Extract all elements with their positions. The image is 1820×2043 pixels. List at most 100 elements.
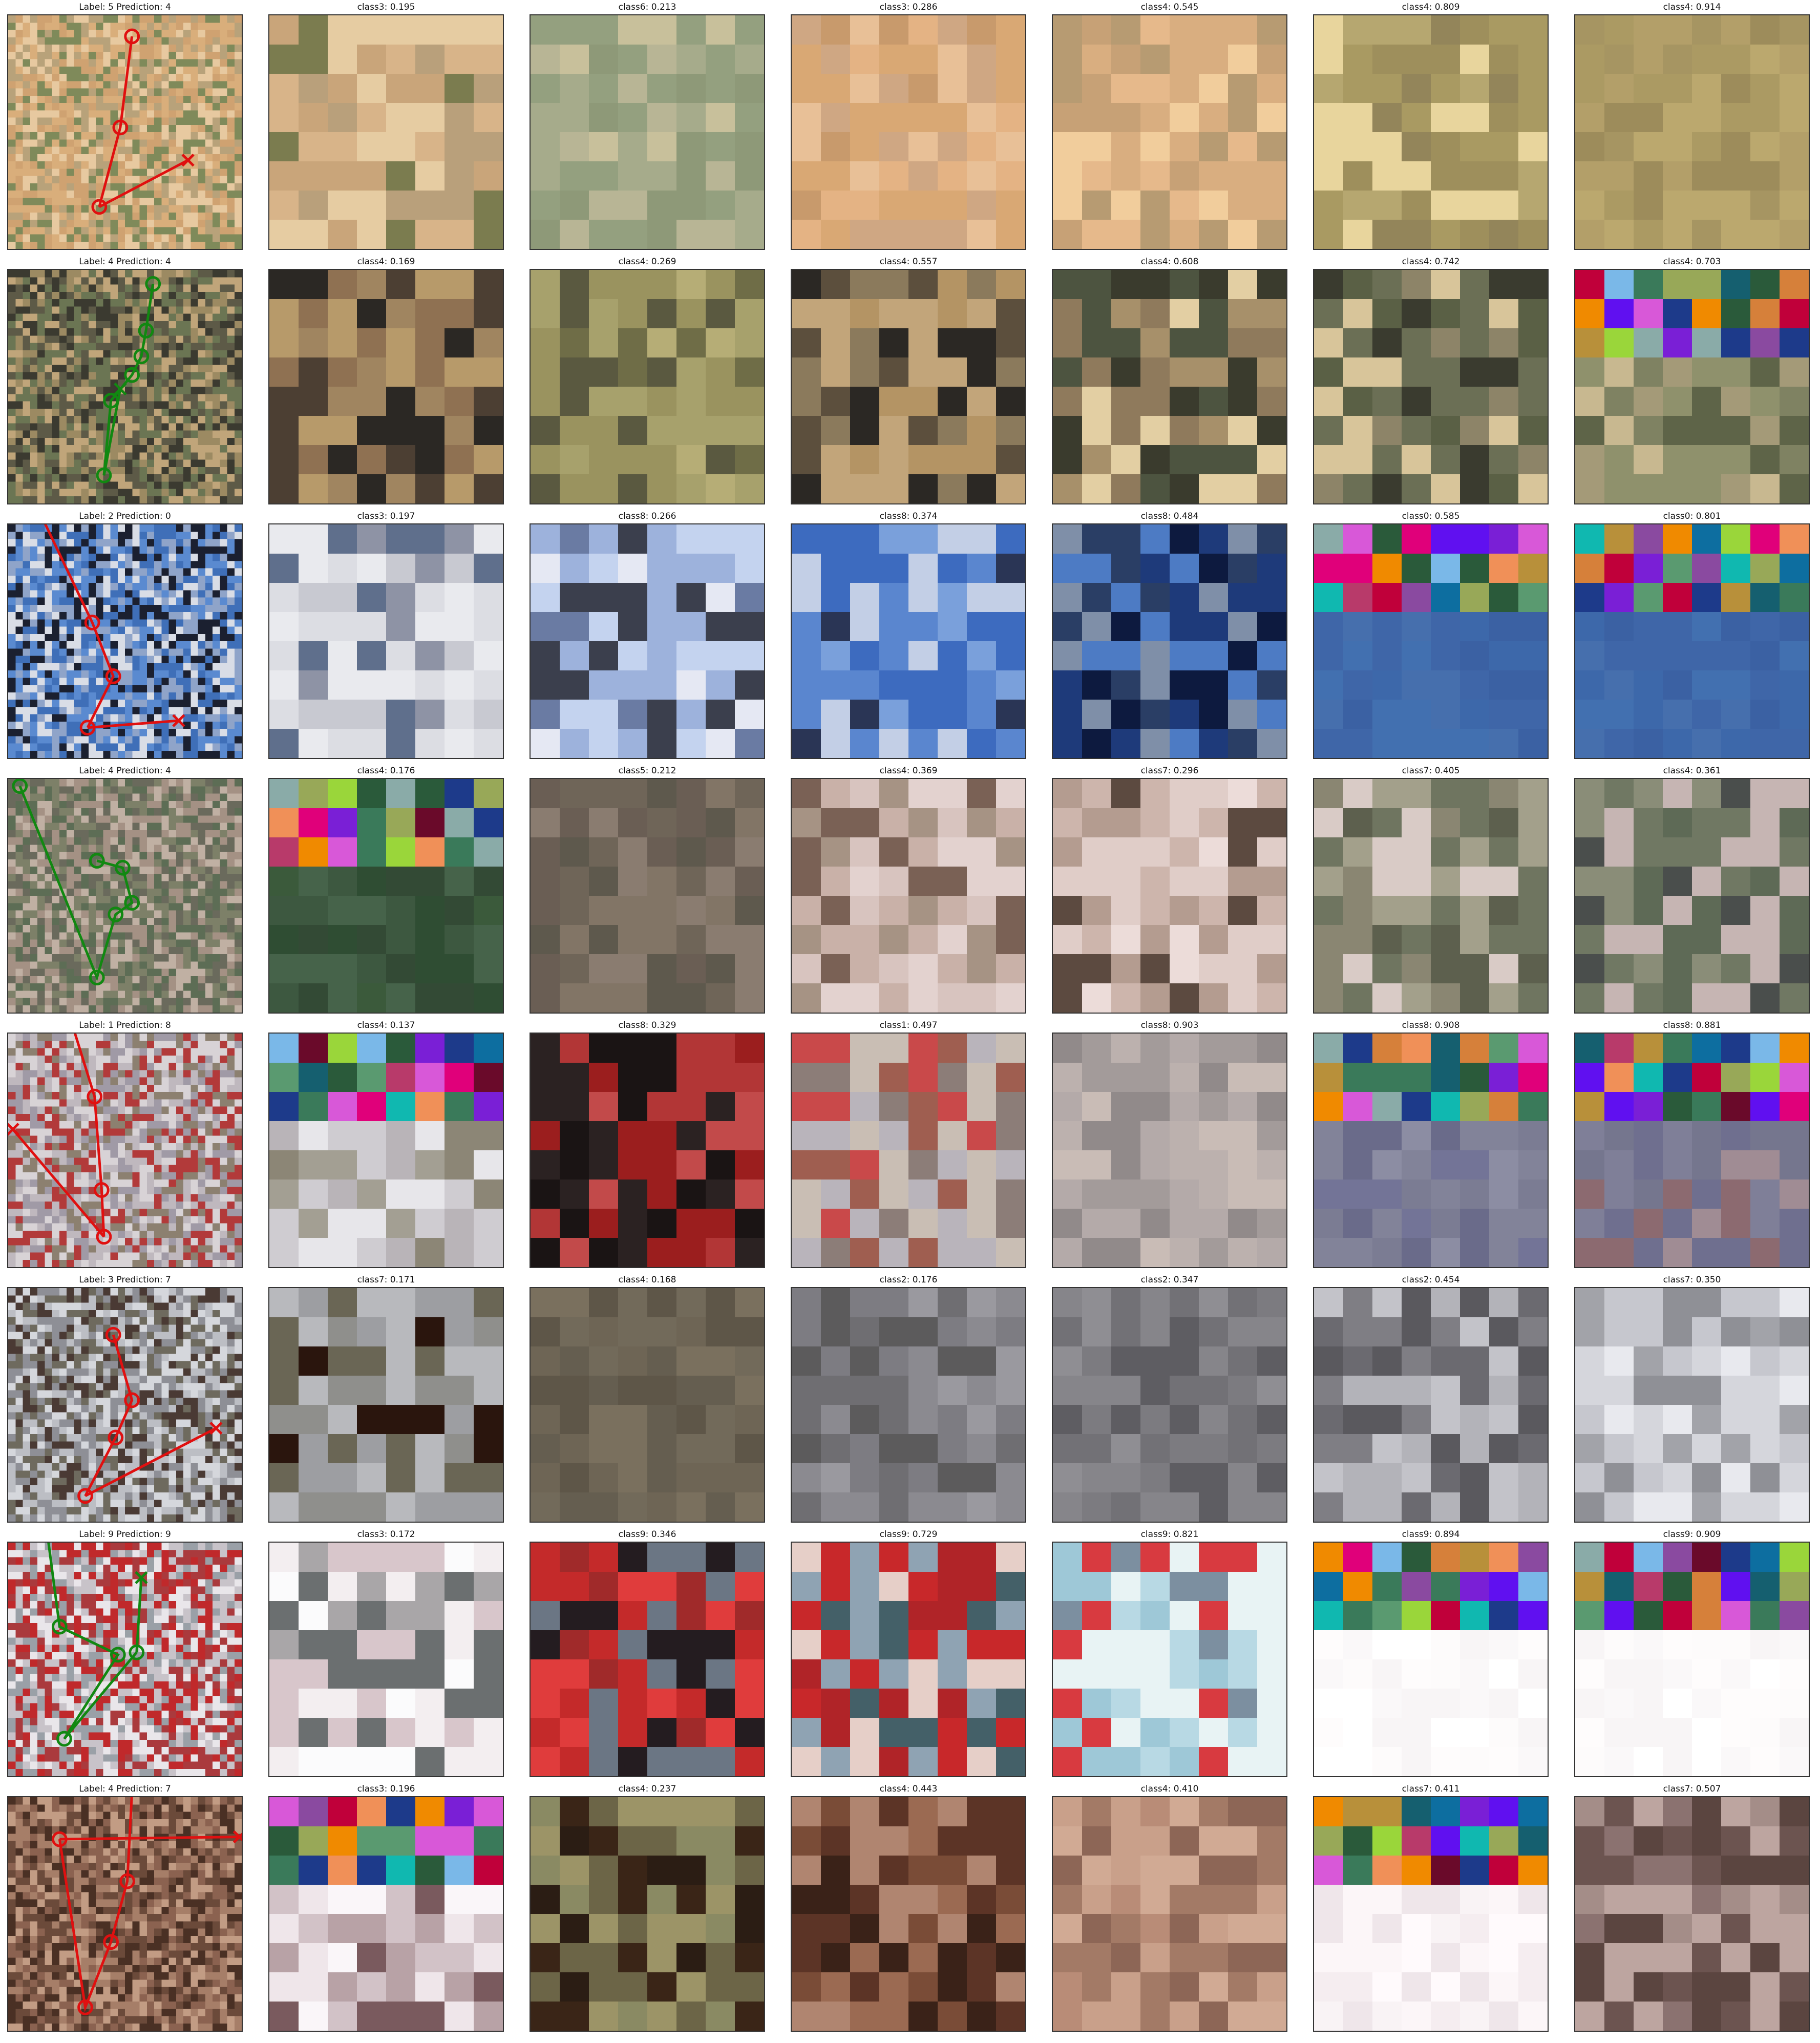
glimpse-class-score-title: class4: 0.176 [357,766,415,776]
glimpse-circle-marker [110,1647,126,1663]
glimpse-class-score-title: class2: 0.176 [879,1275,938,1285]
glimpse-crop-panel [530,1287,765,1523]
glimpse-crop-panel [1574,269,1810,504]
glimpse-crop-image [1314,1288,1548,1522]
glimpse-crop-panel [1313,1542,1549,1777]
glimpse-crop-panel [268,269,504,504]
input-image-panel [7,1287,243,1523]
glimpse-class-score-title: class8: 0.329 [618,1020,676,1030]
glimpse-class-score-title: class1: 0.497 [879,1020,938,1030]
glimpse-crop-image [531,1543,764,1776]
glimpse-crop-image [1053,1543,1286,1776]
glimpse-circle-marker [51,1618,68,1635]
saliency-path-overlay [96,276,161,483]
saliency-path-overlay [77,1326,223,1504]
label-prediction-title: Label: 1 Prediction: 8 [79,1020,171,1030]
glimpse-circle-marker [56,1731,72,1747]
glimpse-class-score-title: class7: 0.296 [1140,766,1199,776]
glimpse-circle-marker [124,367,140,383]
glimpse-crop-panel [530,523,765,759]
glimpse-crop-panel [1052,1287,1287,1523]
glimpse-class-score-title: class3: 0.195 [357,2,415,12]
glimpse-class-score-title: class3: 0.196 [357,1784,415,1794]
glimpse-class-score-title: class4: 0.742 [1402,257,1460,267]
glimpse-crop-image [1575,15,1809,249]
input-image [8,524,242,758]
glimpse-circle-marker [96,467,112,483]
label-prediction-title: Label: 9 Prediction: 9 [79,1529,171,1540]
glimpse-crop-image [1314,1543,1548,1776]
glimpse-class-score-title: class8: 0.484 [1140,511,1199,521]
glimpse-class-score-title: class8: 0.881 [1663,1020,1721,1030]
glimpse-crop-image [1575,270,1809,503]
glimpse-crop-panel [268,1287,504,1523]
input-image-panel [7,14,243,250]
glimpse-circle-marker [112,119,129,136]
glimpse-circle-marker [119,1873,135,1889]
glimpse-crop-image [1314,15,1548,249]
glimpse-crop-image [269,270,503,503]
saliency-path-overlay [51,1797,242,2015]
glimpse-class-score-title: class7: 0.171 [357,1275,415,1285]
glimpse-crop-panel [268,1033,504,1268]
glimpse-circle-marker [108,907,124,922]
glimpse-crop-image [792,1288,1025,1522]
glimpse-crop-panel [1574,1796,1810,2032]
input-image [8,1288,242,1522]
glimpse-crop-panel [268,1796,504,2032]
glimpse-crop-image [531,524,764,758]
glimpse-circle-marker [124,1392,140,1408]
glimpse-class-score-title: class4: 0.914 [1663,2,1721,12]
glimpse-crop-panel [268,778,504,1014]
glimpse-circle-marker [51,1831,68,1847]
label-prediction-title: Label: 5 Prediction: 4 [79,2,171,12]
glimpse-class-score-title: class4: 0.269 [618,257,676,267]
end-cross-marker [181,154,195,167]
label-prediction-title: Label: 2 Prediction: 0 [79,511,171,521]
glimpse-circle-marker [129,1644,145,1660]
glimpse-crop-panel [1313,1796,1549,2032]
glimpse-crop-image [1053,1797,1286,2031]
glimpse-crop-panel [1052,778,1287,1014]
glimpse-class-score-title: class4: 0.168 [618,1275,676,1285]
glimpse-crop-image [1053,270,1286,503]
glimpse-crop-image [1053,1034,1286,1267]
glimpse-crop-panel [1052,1542,1287,1777]
glimpse-class-score-title: class8: 0.374 [879,511,938,521]
glimpse-class-score-title: class3: 0.286 [879,2,938,12]
glimpse-class-score-title: class7: 0.405 [1402,766,1460,776]
glimpse-class-score-title: class9: 0.346 [618,1529,676,1540]
glimpse-crop-image [269,1034,503,1267]
glimpse-class-score-title: class2: 0.347 [1140,1275,1199,1285]
glimpse-crop-image [269,1797,503,2031]
glimpse-circle-marker [96,1229,112,1245]
glimpse-crop-panel [1574,1542,1810,1777]
glimpse-crop-panel [791,269,1026,504]
label-prediction-title: Label: 4 Prediction: 4 [79,766,171,776]
glimpse-crop-image [792,524,1025,758]
glimpse-crop-image [1053,15,1286,249]
glimpse-crop-panel [1313,523,1549,759]
glimpse-crop-image [1575,1543,1809,1776]
glimpse-class-score-title: class3: 0.197 [357,511,415,521]
glimpse-circle-marker [91,199,108,215]
input-image-panel [7,778,243,1014]
glimpse-circle-marker [133,348,150,365]
glimpse-crop-panel [791,1542,1026,1777]
glimpse-class-score-title: class8: 0.908 [1402,1020,1460,1030]
glimpse-crop-image [269,1288,503,1522]
glimpse-crop-panel [1574,14,1810,250]
glimpse-circle-marker [77,1488,93,1504]
glimpse-circle-marker [105,668,121,684]
glimpse-crop-panel [1052,1033,1287,1268]
glimpse-circle-marker [115,859,131,876]
glimpse-crop-panel [1313,1033,1549,1268]
glimpse-crop-image [1575,1034,1809,1267]
input-image [8,1034,242,1267]
input-image-panel [7,269,243,504]
glimpse-crop-panel [791,778,1026,1014]
glimpse-crop-image [1575,1288,1809,1522]
glimpse-crop-panel [530,14,765,250]
end-cross-marker [232,1830,242,1844]
glimpse-circle-marker [12,779,28,794]
